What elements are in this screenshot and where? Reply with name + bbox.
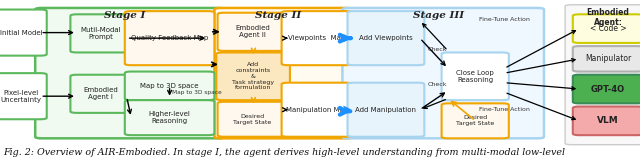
Text: Map to 3D space: Map to 3D space — [140, 83, 199, 89]
Text: Map to 3D space: Map to 3D space — [172, 90, 221, 95]
FancyBboxPatch shape — [218, 13, 288, 51]
FancyBboxPatch shape — [216, 52, 290, 100]
Text: Initial Model: Initial Model — [0, 30, 42, 36]
FancyBboxPatch shape — [125, 100, 214, 135]
Text: VLM: VLM — [597, 116, 619, 125]
FancyBboxPatch shape — [0, 73, 47, 119]
FancyBboxPatch shape — [282, 11, 352, 65]
Text: Mutil-Modal
Prompt: Mutil-Modal Prompt — [81, 27, 121, 40]
FancyBboxPatch shape — [125, 72, 214, 100]
Text: Check: Check — [428, 47, 447, 52]
Text: Embodied
Agent II: Embodied Agent II — [236, 25, 270, 38]
Text: Higher-level
Reasoning: Higher-level Reasoning — [148, 111, 191, 124]
FancyBboxPatch shape — [218, 102, 287, 137]
Text: Check: Check — [428, 82, 447, 87]
FancyBboxPatch shape — [348, 83, 424, 137]
FancyBboxPatch shape — [573, 75, 640, 103]
Text: Manipulator: Manipulator — [585, 54, 631, 63]
Text: Close Loop
Reasoning: Close Loop Reasoning — [456, 70, 494, 83]
FancyBboxPatch shape — [35, 8, 224, 138]
Text: Fine-Tune Action: Fine-Tune Action — [479, 17, 529, 22]
Text: < Code >: < Code > — [589, 24, 627, 33]
FancyBboxPatch shape — [70, 75, 131, 113]
FancyBboxPatch shape — [70, 14, 131, 52]
FancyBboxPatch shape — [348, 11, 424, 65]
Text: Add Manipulation: Add Manipulation — [355, 107, 417, 113]
Text: Embodied
Agent:: Embodied Agent: — [587, 8, 629, 27]
Text: Pixel-level
Uncertainty: Pixel-level Uncertainty — [1, 90, 42, 103]
Text: Quality Feedback Map: Quality Feedback Map — [131, 35, 208, 41]
Text: Embodied
Agent I: Embodied Agent I — [83, 87, 118, 100]
FancyBboxPatch shape — [214, 8, 352, 138]
Text: Stage III: Stage III — [413, 11, 464, 20]
Text: Manipulation Map: Manipulation Map — [285, 107, 348, 113]
Text: Stage I: Stage I — [104, 11, 145, 20]
Text: GPT-4O: GPT-4O — [591, 85, 625, 93]
Text: Fine-Tune Action: Fine-Tune Action — [479, 107, 529, 112]
Text: Desired
Target State: Desired Target State — [456, 115, 494, 126]
FancyBboxPatch shape — [442, 52, 509, 100]
Text: Add Viewpoints: Add Viewpoints — [359, 35, 413, 41]
FancyBboxPatch shape — [282, 83, 352, 137]
FancyBboxPatch shape — [565, 5, 640, 145]
FancyBboxPatch shape — [573, 46, 640, 72]
FancyBboxPatch shape — [573, 14, 640, 43]
FancyBboxPatch shape — [342, 8, 544, 138]
FancyBboxPatch shape — [442, 103, 509, 138]
FancyBboxPatch shape — [0, 10, 47, 56]
Text: Viewpoints  Map: Viewpoints Map — [288, 35, 346, 41]
FancyBboxPatch shape — [125, 11, 214, 65]
Text: Add
constraints
&
Task strategy
formulation: Add constraints & Task strategy formulat… — [232, 62, 274, 90]
Text: Fig. 2: Overview of AIR-Embodied. In stage I, the agent derives high-level under: Fig. 2: Overview of AIR-Embodied. In sta… — [3, 148, 565, 157]
Text: Stage II: Stage II — [255, 11, 301, 20]
FancyBboxPatch shape — [573, 107, 640, 135]
Text: Desired
Target State: Desired Target State — [233, 114, 271, 125]
